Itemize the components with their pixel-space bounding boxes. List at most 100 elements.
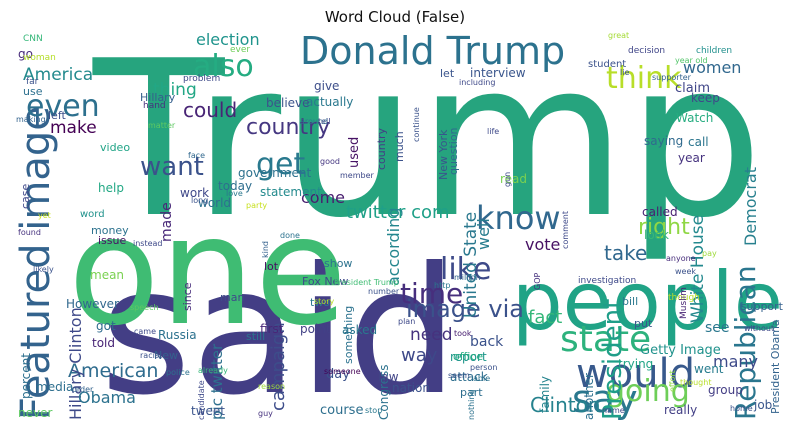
cloud-word: twitter com bbox=[346, 202, 450, 223]
cloud-word: today bbox=[218, 179, 253, 193]
cloud-word: read bbox=[500, 172, 528, 186]
cloud-word: stop bbox=[365, 406, 383, 415]
cloud-word: instead bbox=[133, 239, 163, 248]
cloud-word: support bbox=[740, 300, 783, 313]
cloud-word: question bbox=[447, 127, 460, 175]
cloud-word: one bbox=[68, 185, 348, 359]
cloud-word: anyone bbox=[666, 254, 696, 263]
cloud-word: would bbox=[576, 351, 696, 397]
cloud-word: able bbox=[473, 374, 491, 383]
cloud-word: need bbox=[410, 325, 453, 345]
cloud-word: man bbox=[220, 291, 245, 304]
figure-title: Word Cloud (False) bbox=[324, 8, 466, 26]
cloud-word: continue bbox=[412, 106, 421, 142]
cloud-word: racist bbox=[140, 351, 163, 360]
cloud-word: member bbox=[340, 171, 374, 180]
cloud-word: making bbox=[16, 115, 46, 124]
cloud-word: lot bbox=[264, 260, 279, 273]
cloud-word: seem bbox=[448, 371, 470, 380]
cloud-word: actually bbox=[306, 95, 354, 109]
cloud-word: time bbox=[400, 277, 464, 310]
cloud-word: many bbox=[713, 352, 758, 371]
cloud-word: group bbox=[708, 383, 743, 397]
cloud-word: right bbox=[638, 215, 690, 240]
cloud-word: nation bbox=[392, 381, 430, 395]
cloud-word: asked bbox=[342, 323, 378, 337]
cloud-word: never bbox=[18, 406, 53, 420]
cloud-word: case bbox=[19, 183, 32, 210]
cloud-word: ever bbox=[230, 45, 251, 55]
cloud-word: take bbox=[604, 241, 648, 265]
cloud-word: work bbox=[180, 186, 210, 200]
cloud-word: life bbox=[487, 127, 500, 136]
cloud-word: even bbox=[26, 89, 100, 124]
cloud-word: part bbox=[460, 386, 483, 399]
cloud-word: hand bbox=[143, 101, 166, 111]
cloud-word: report bbox=[450, 350, 487, 364]
cloud-word: President Obama bbox=[769, 319, 782, 415]
cloud-word: much bbox=[393, 131, 406, 163]
cloud-word: tweet bbox=[191, 404, 225, 418]
cloud-word: nothing bbox=[467, 389, 476, 420]
cloud-word: investigation bbox=[578, 276, 637, 286]
cloud-word: office bbox=[453, 350, 484, 363]
cloud-word: like bbox=[440, 252, 492, 287]
cloud-word: election bbox=[196, 32, 260, 49]
cloud-word: way bbox=[401, 345, 438, 366]
cloud-word: could bbox=[183, 98, 238, 122]
cloud-word: GOP bbox=[533, 272, 542, 290]
cloud-word: made bbox=[159, 202, 175, 242]
cloud-word: around bbox=[300, 117, 329, 126]
cloud-word: million bbox=[454, 273, 481, 282]
cloud-word: speech bbox=[130, 303, 159, 312]
cloud-word: done bbox=[280, 231, 300, 240]
cloud-word: help bbox=[98, 181, 124, 195]
cloud-word: well bbox=[474, 217, 493, 250]
cloud-word: supporter bbox=[652, 73, 691, 82]
cloud-word: order bbox=[72, 385, 94, 394]
cloud-word: told bbox=[92, 336, 115, 350]
cloud-word: face bbox=[188, 151, 206, 160]
cloud-word: keep bbox=[691, 91, 720, 105]
cloud-word: home bbox=[730, 404, 753, 413]
cloud-word: attack bbox=[450, 370, 488, 384]
cloud-word: going bbox=[606, 374, 690, 409]
cloud-word: Obama bbox=[78, 388, 136, 407]
cloud-word: tell bbox=[318, 117, 331, 126]
cloud-word: Russia bbox=[158, 328, 197, 342]
cloud-word: New bbox=[154, 349, 178, 362]
cloud-word: family bbox=[538, 375, 552, 413]
cloud-word: good bbox=[320, 157, 340, 166]
cloud-word: number bbox=[368, 287, 400, 296]
cloud-word: let bbox=[440, 67, 455, 80]
cloud-word: get bbox=[256, 147, 306, 182]
cloud-word: reason bbox=[258, 382, 286, 391]
cloud-word: day bbox=[326, 367, 350, 382]
cloud-word: look bbox=[644, 228, 669, 242]
cloud-word: President Trump bbox=[334, 278, 399, 287]
cloud-word: country bbox=[246, 115, 331, 140]
cloud-word: want bbox=[140, 152, 204, 182]
cloud-word: called bbox=[642, 205, 678, 219]
cloud-word: video bbox=[100, 141, 131, 154]
cloud-word: back bbox=[470, 334, 504, 350]
cloud-word: story bbox=[314, 297, 335, 306]
cloud-word: use bbox=[23, 85, 43, 98]
cloud-word: person bbox=[470, 363, 498, 372]
cloud-word: point bbox=[300, 322, 331, 336]
cloud-word: gun bbox=[503, 171, 512, 187]
cloud-word: great bbox=[608, 32, 630, 40]
cloud-word: percent bbox=[19, 353, 33, 400]
cloud-word: Hillary bbox=[140, 91, 176, 104]
cloud-word: go bbox=[18, 47, 33, 61]
cloud-word: course bbox=[320, 403, 364, 418]
cloud-word: money bbox=[91, 224, 129, 237]
cloud-word: took bbox=[454, 329, 472, 338]
cloud-word: Trump bbox=[93, 32, 764, 265]
cloud-word: according bbox=[384, 207, 403, 287]
cloud-word: plan bbox=[398, 317, 416, 326]
cloud-word: mean bbox=[90, 268, 125, 282]
word-cloud: Trump said one people Donald Trump Featured i… bbox=[8, 32, 783, 420]
cloud-word: said bbox=[100, 231, 459, 420]
